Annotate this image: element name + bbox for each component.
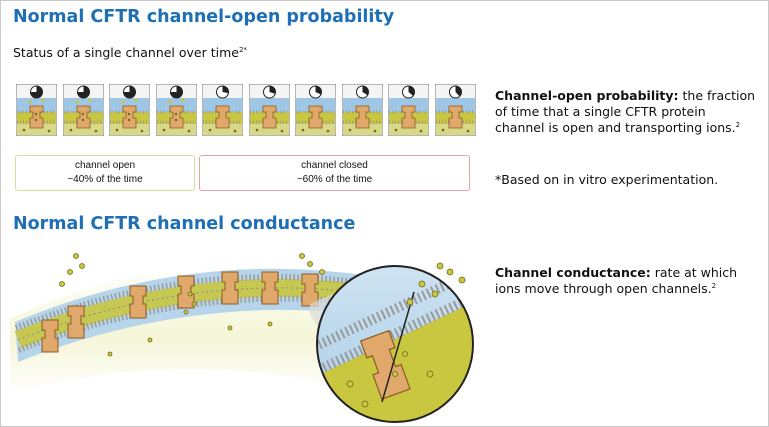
section-title-open-probability: Normal CFTR channel-open probability	[13, 7, 395, 27]
open-probability-text: the fraction of time that a single CFTR …	[495, 88, 756, 135]
channel-closed-percentage: ~60% of the time	[296, 174, 373, 185]
channel-panel-closed	[295, 84, 336, 136]
channel-closed-label: channel closed	[301, 160, 368, 171]
conductance-term: Channel conductance:	[495, 265, 651, 280]
channel-panel-closed	[388, 84, 429, 136]
channel-closed-box: channel closed ~60% of the time	[199, 155, 470, 191]
open-probability-footnote-marker: 2	[735, 120, 741, 129]
subtitle-text: Status of a single channel over time	[13, 45, 239, 60]
conductance-definition: Channel conductance: rate at which ions …	[495, 265, 755, 297]
channel-panel-open	[155, 84, 197, 136]
channel-panel-open	[16, 84, 57, 136]
panel-subtitle: Status of a single channel over time2*	[13, 45, 247, 60]
open-probability-term: Channel-open probability:	[495, 88, 679, 103]
channel-panel-closed	[434, 84, 476, 136]
subtitle-footnote-marker: 2*	[238, 45, 247, 54]
channel-panel-closed	[248, 84, 290, 136]
channel-open-box: channel open ~40% of the time	[15, 155, 195, 191]
section-title-conductance: Normal CFTR channel conductance	[13, 214, 356, 234]
channel-panel-open	[62, 84, 104, 136]
in-vitro-footnote: *Based on in vitro experimentation.	[495, 172, 719, 187]
channel-open-label: channel open	[74, 160, 136, 171]
channel-panel-closed	[341, 84, 383, 136]
conductance-text: rate at which ions move through open cha…	[495, 265, 738, 296]
membrane-conductance-illustration	[10, 253, 474, 423]
channel-open-percentage: ~40% of the time	[67, 174, 143, 185]
channel-panel-open	[109, 84, 150, 136]
conductance-footnote-marker: 2	[711, 281, 717, 290]
open-probability-definition: Channel-open probability: the fraction o…	[495, 88, 755, 136]
channel-panel-closed	[202, 84, 243, 136]
